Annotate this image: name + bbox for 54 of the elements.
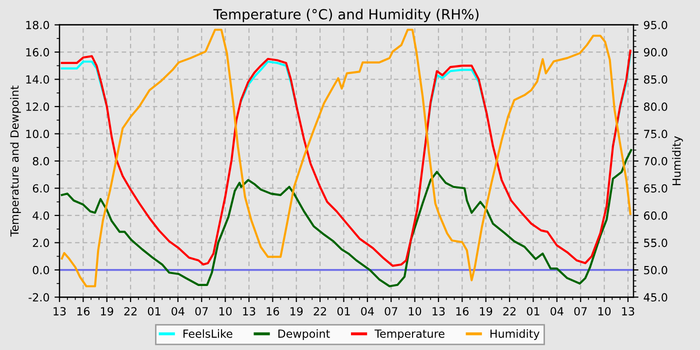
y2-tick-label: 90.0 (644, 48, 668, 56)
y2-axis-title: Humidity (672, 136, 683, 186)
y-tick-label: 4.0 (32, 211, 50, 220)
x-tick-label: 13 (243, 307, 256, 316)
x-tick-label: 16 (266, 307, 280, 316)
y-tick-label: -2.0 (28, 293, 50, 302)
y2-tick-label: 45.0 (644, 293, 668, 302)
x-tick-label: 07 (195, 307, 208, 316)
x-tick-label: 04 (361, 307, 374, 316)
x-tick-label: 10 (598, 307, 611, 316)
y-tick-label: 14.0 (26, 75, 50, 84)
x-tick-label: 13 (54, 307, 66, 316)
y-tick-label: 16.0 (26, 48, 50, 56)
y2-tick-label: 60.0 (644, 211, 668, 220)
x-tick-label: 19 (480, 307, 492, 316)
legend-label: FeelsLike (184, 329, 232, 338)
x-tick-label: 19 (290, 307, 303, 316)
y2-tick-label: 55.0 (644, 238, 668, 248)
y-tick-label: 8.0 (32, 156, 50, 166)
x-tick-label: 10 (219, 307, 232, 316)
x-tick-label: 16 (77, 307, 90, 316)
y-tick-label: 6.0 (32, 184, 50, 193)
x-tick-label: 13 (432, 307, 445, 316)
x-tick-label: 22 (124, 307, 137, 316)
x-tick-label: 22 (503, 307, 516, 316)
y2-tick-label: 75.0 (644, 130, 668, 138)
x-tick-label: 10 (408, 307, 422, 316)
y2-tick-label: 80.0 (644, 102, 668, 111)
y2-tick-label: 65.0 (644, 184, 668, 193)
x-tick-label: 07 (574, 307, 587, 316)
x-tick-label: 01 (148, 307, 160, 316)
legend-label: Dewpoint (278, 329, 330, 340)
x-tick-label: 07 (384, 307, 398, 316)
y-tick-label: 0.0 (32, 266, 50, 274)
x-tick-label: 04 (550, 307, 564, 316)
x-tick-label: 13 (622, 307, 634, 316)
y-tick-label: 10.0 (26, 130, 50, 138)
x-tick-label: 16 (456, 307, 469, 316)
y-axis-title: Temperature and Dewpoint (10, 86, 21, 237)
x-tick-label: 04 (172, 307, 184, 316)
y-tick-label: 18.0 (26, 20, 50, 30)
x-tick-label: 01 (337, 307, 350, 316)
y2-tick-label: 50.0 (644, 266, 668, 274)
y-tick-label: 2.0 (32, 238, 50, 248)
y2-tick-label: 85.0 (644, 75, 668, 84)
chart-title: Temperature (°C) and Humidity (RH%) (213, 8, 478, 22)
x-tick-label: 19 (101, 307, 114, 316)
y-tick-label: 12.0 (26, 102, 50, 111)
y2-tick-label: 70.0 (644, 156, 668, 166)
y2-tick-label: 95.0 (644, 20, 668, 30)
legend-label: Temperature (374, 330, 444, 340)
legend-label: Humidity (490, 329, 540, 340)
x-tick-label: 22 (314, 307, 326, 316)
x-tick-label: 01 (526, 307, 540, 316)
